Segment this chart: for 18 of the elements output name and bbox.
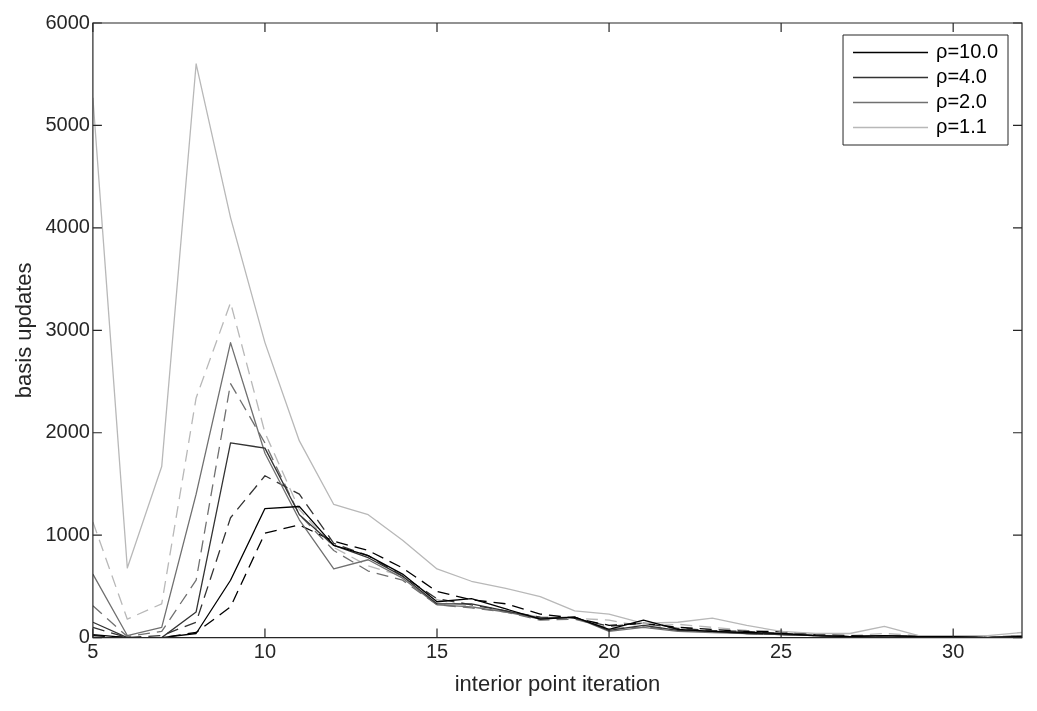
x-tick-label: 20 [597, 640, 621, 663]
y-tick-label: 3000 [45, 317, 90, 340]
legend-label: ρ=2.0 [936, 90, 987, 113]
x-tick-label: 25 [770, 640, 793, 663]
x-tick-label: 15 [425, 640, 449, 663]
y-tick-label: 4000 [45, 215, 90, 238]
legend-label: ρ=4.0 [936, 65, 987, 88]
legend-label: ρ=10.0 [936, 40, 998, 63]
x-tick-label: 10 [253, 640, 277, 663]
y-axis-title: basis updates [11, 262, 37, 399]
x-tick-label: 5 [87, 640, 99, 663]
y-tick-label: 2000 [45, 420, 90, 443]
y-tick-label: 1000 [45, 522, 90, 545]
x-axis-title: interior point iteration [454, 670, 661, 696]
y-tick-label: 5000 [45, 112, 90, 135]
legend-label: ρ=1.1 [936, 115, 987, 138]
x-tick-label: 30 [942, 640, 965, 663]
y-tick-label: 6000 [45, 10, 90, 33]
